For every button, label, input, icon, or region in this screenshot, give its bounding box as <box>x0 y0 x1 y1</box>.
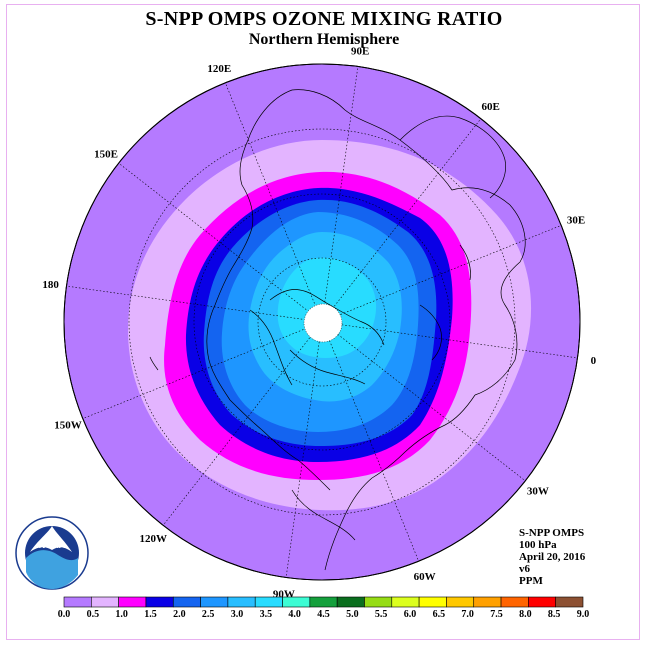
colorbar-swatch <box>145 596 174 608</box>
colorbar-tick-label: 2.5 <box>201 609 215 620</box>
colorbar-swatch <box>309 596 338 608</box>
colorbar-tick-label: 9.0 <box>576 609 590 620</box>
longitude-label: 90E <box>351 46 369 58</box>
graticule-lines <box>66 66 578 578</box>
info-date: April 20, 2016 <box>519 551 586 563</box>
colorbar-tick-label: 6.5 <box>432 609 446 620</box>
meridian-line <box>162 337 310 526</box>
polar-data-gap-dots <box>303 303 343 343</box>
image-frame <box>6 4 640 640</box>
meridian-line <box>118 162 307 310</box>
meridian-line <box>334 118 482 307</box>
longitude-label: 180 <box>42 279 59 291</box>
colorbar-tick-label: 0.5 <box>86 609 100 620</box>
colorbar-swatch <box>118 596 147 608</box>
longitude-label: 30W <box>527 486 549 498</box>
colorbar-swatch <box>528 596 556 608</box>
map-subtitle: Northern Hemisphere <box>248 31 400 48</box>
longitude-label: 150E <box>94 148 118 160</box>
colorbar-tick-label: 7.5 <box>490 609 503 620</box>
colorbar-swatch <box>254 596 283 608</box>
meridian-line <box>324 66 359 303</box>
svg-text:NOAA: NOAA <box>39 540 66 550</box>
noaa-logo: NOAA <box>15 516 89 590</box>
info-version: v6 <box>519 563 530 575</box>
colorbar-tick-label: 6.0 <box>403 609 417 620</box>
info-instrument: S-NPP OMPS <box>519 527 585 539</box>
colorbar-tick-label: 3.5 <box>259 609 273 620</box>
meridian-line <box>341 324 578 359</box>
colorbar-swatch <box>336 596 365 608</box>
colorbar-tick-label: 5.0 <box>346 609 359 620</box>
colorbar-swatch <box>172 596 201 608</box>
colorbar-tick-label: 2.0 <box>173 609 186 620</box>
colorbar-swatch <box>446 596 475 608</box>
longitude-label: 60E <box>482 101 500 113</box>
colorbar-swatch <box>227 596 256 608</box>
coastlines <box>149 89 526 571</box>
ozone-contours <box>128 140 532 511</box>
colorbar-tick-label: 7.0 <box>461 609 474 620</box>
info-units: PPM <box>519 575 543 587</box>
colorbar-swatch <box>473 596 502 608</box>
map-outline <box>63 63 581 581</box>
colorbar-swatch <box>200 596 229 608</box>
longitude-label: 150W <box>54 420 82 432</box>
colorbar-tick-label: 1.0 <box>115 609 128 620</box>
colorbar-swatch <box>391 596 420 608</box>
colorbar-tick-label: 4.0 <box>288 609 301 620</box>
map-title: S-NPP OMPS OZONE MIXING RATIO <box>145 8 503 30</box>
longitude-label: 120W <box>140 533 168 545</box>
latitude-circle <box>128 128 516 516</box>
longitude-label: 0 <box>591 355 597 367</box>
colorbar <box>63 596 584 608</box>
colorbar-swatch <box>500 596 529 608</box>
meridian-line <box>82 329 304 419</box>
colorbar-tick-label: 5.5 <box>374 609 388 620</box>
meridian-line <box>285 341 320 578</box>
colorbar-tick-label: 4.5 <box>317 609 330 620</box>
meridian-line <box>66 285 303 320</box>
colorbar-tick-label: 1.5 <box>144 609 157 620</box>
meridian-line <box>337 334 526 482</box>
colorbar-swatch <box>282 596 311 608</box>
info-level: 100 hPa <box>519 539 557 551</box>
colorbar-tick-label: 0.0 <box>57 609 71 620</box>
longitude-label: 30E <box>567 214 585 226</box>
meridian-line <box>329 340 419 562</box>
colorbar-swatch <box>555 596 584 608</box>
colorbar-tick-label: 8.5 <box>547 609 561 620</box>
colorbar-tick-label: 3.0 <box>230 609 244 620</box>
meridian-line <box>225 82 315 304</box>
colorbar-swatch <box>63 596 92 608</box>
meridian-line <box>340 225 562 315</box>
colorbar-swatch <box>418 596 447 608</box>
longitude-label: 60W <box>414 571 436 583</box>
latitude-circle <box>257 257 387 387</box>
longitude-label: 120E <box>207 63 231 75</box>
colorbar-swatch <box>364 596 393 608</box>
latitude-circle <box>193 193 451 451</box>
colorbar-swatch <box>91 596 119 608</box>
colorbar-tick-label: 8.0 <box>519 609 532 620</box>
